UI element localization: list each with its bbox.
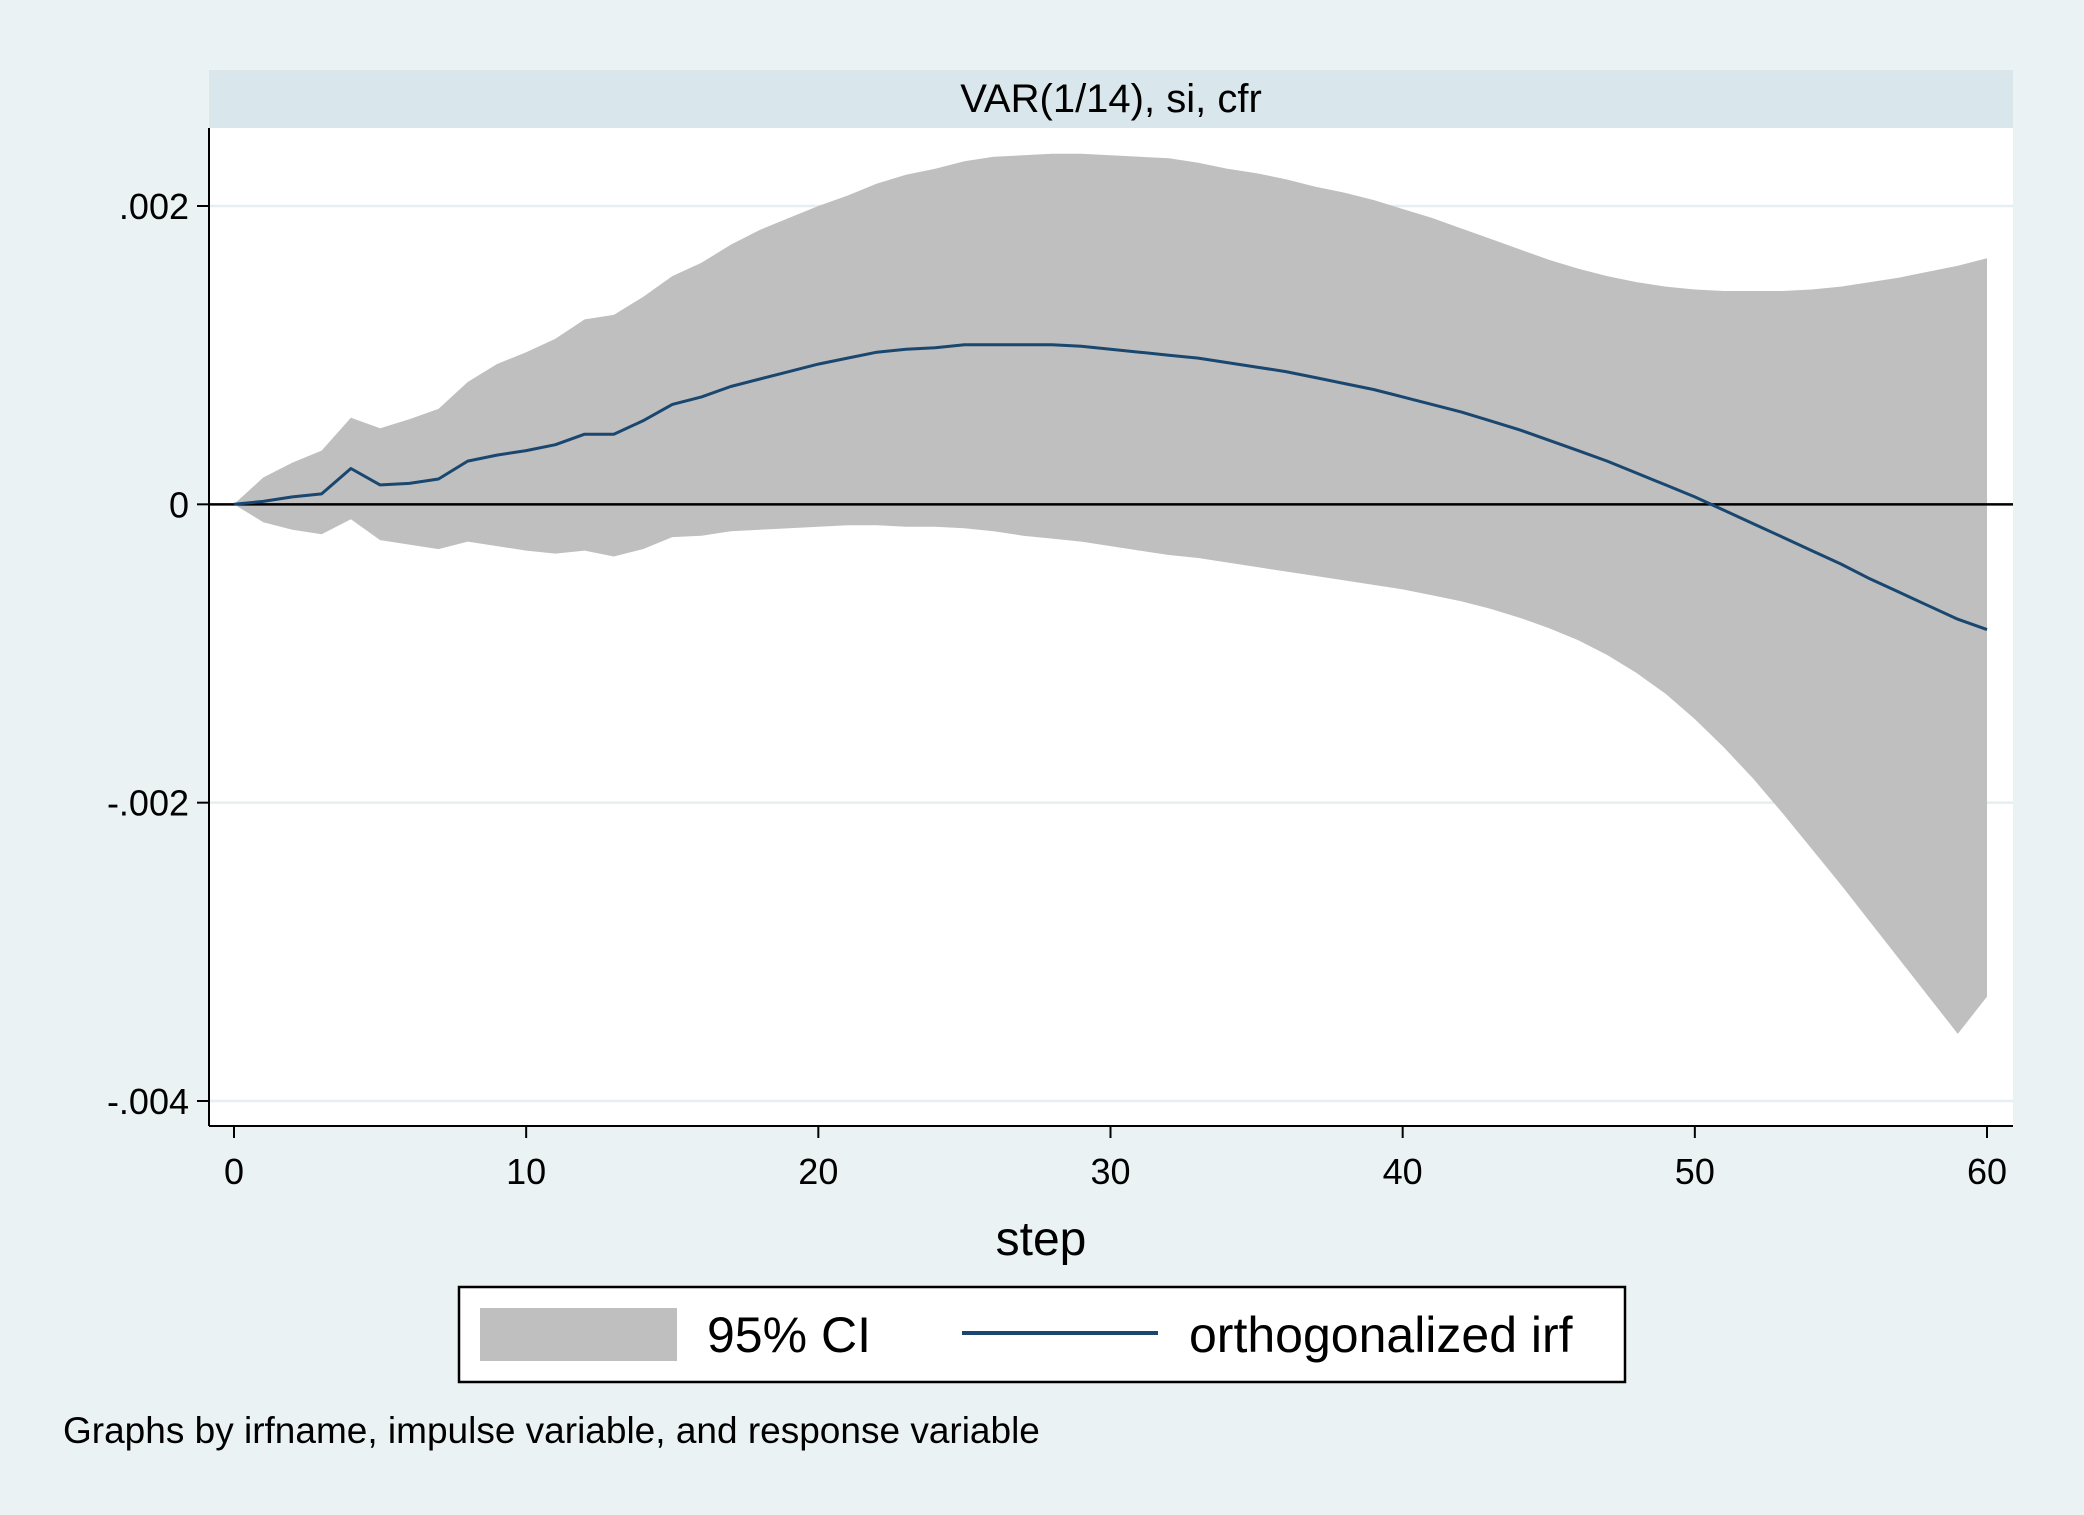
irf-line: [233, 343, 1988, 632]
irf-line-layer: [233, 343, 1988, 632]
y-tick-label: -.004: [107, 1081, 189, 1122]
x-tick-label: 40: [1383, 1151, 1423, 1192]
legend-ci-swatch: [480, 1308, 677, 1361]
x-axis-ticks: 0 10 20 30 40 50 60: [224, 1126, 2007, 1192]
graph-note: Graphs by irfname, impulse variable, and…: [63, 1410, 1040, 1451]
legend: 95% CI orthogonalized irf: [457, 1285, 1627, 1384]
x-tick-label: 30: [1090, 1151, 1130, 1192]
x-tick-label: 0: [224, 1151, 244, 1192]
x-tick-label: 60: [1967, 1151, 2007, 1192]
ci-band-layer: [234, 153, 1987, 1034]
x-tick-label: 50: [1675, 1151, 1715, 1192]
x-tick-label: 20: [798, 1151, 838, 1192]
ci-band-area: [234, 153, 1987, 1034]
panel-title-band: [209, 70, 2013, 128]
x-axis-title: step: [996, 1213, 1087, 1266]
legend-irf-label: orthogonalized irf: [1189, 1307, 1573, 1363]
y-tick-label: .002: [119, 186, 189, 227]
y-tick-label: 0: [169, 484, 189, 525]
legend-ci-label: 95% CI: [707, 1307, 871, 1363]
panel-title: VAR(1/14), si, cfr: [960, 77, 1262, 121]
y-tick-label: -.002: [107, 783, 189, 824]
y-axis-ticks: .002 0 -.002 -.004: [107, 186, 209, 1122]
x-tick-label: 10: [506, 1151, 546, 1192]
